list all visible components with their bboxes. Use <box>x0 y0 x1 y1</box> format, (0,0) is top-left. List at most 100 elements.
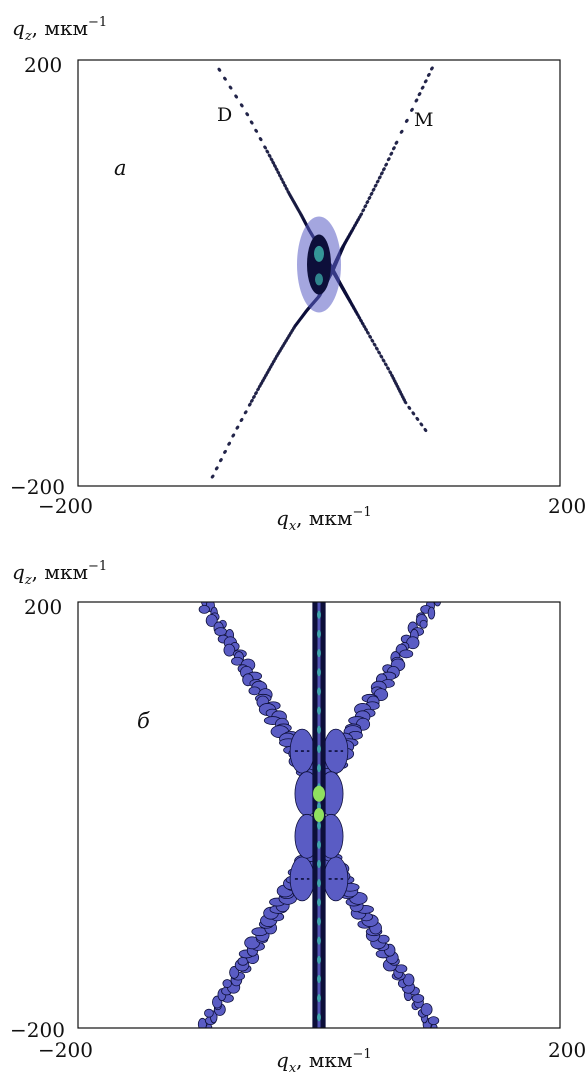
series-M-point <box>361 208 366 213</box>
series-M-point <box>239 417 244 422</box>
series-M-point <box>254 391 258 396</box>
panel-b-arm-1-blob <box>434 602 441 607</box>
series-M-point <box>386 157 391 162</box>
panel-a-center-core <box>307 234 331 295</box>
series-M-point <box>219 458 223 463</box>
panel-b-band-spot <box>317 649 321 658</box>
series-M-point <box>363 204 368 209</box>
series-D-point <box>283 183 287 188</box>
panel-a-ylabel: qz, мкм−1 <box>12 15 108 44</box>
panel-a-ytick-top: 200 <box>24 53 63 77</box>
series-D-point <box>234 94 239 99</box>
series-D-point <box>239 103 244 108</box>
series-M-point <box>417 92 422 97</box>
series-M-point <box>382 167 386 172</box>
series-M-point <box>420 85 425 90</box>
series-D-point <box>249 120 254 125</box>
series-M-point <box>247 402 252 407</box>
series-M-point <box>252 394 256 399</box>
series-M-point <box>414 98 419 103</box>
panel-a-xtick-left: −200 <box>38 494 93 518</box>
series-M-point <box>379 171 384 176</box>
panel-b-xlabel: qx, мкм−1 <box>276 1047 372 1076</box>
series-M-point <box>256 387 260 392</box>
series-D-point <box>386 366 390 371</box>
series-D-point <box>258 137 263 142</box>
panel-b-arm-0-blob <box>223 643 236 657</box>
panel-b-band-spot <box>317 936 321 945</box>
panel-b-xtick-left: −200 <box>38 1038 93 1062</box>
series-M-point <box>210 474 215 479</box>
panel-b-ytick-top: 200 <box>24 595 63 619</box>
annotation-m: M <box>414 109 434 131</box>
series-M-point <box>371 187 376 192</box>
series-D-point <box>379 354 384 359</box>
panel-a-ytick-bottom: −200 <box>10 475 65 499</box>
series-D-point <box>415 416 420 421</box>
series-D-point <box>273 164 277 169</box>
series-M-point <box>430 66 434 71</box>
series-D-point <box>265 149 270 154</box>
series-D-point <box>411 411 416 416</box>
series-M-point <box>250 398 254 403</box>
series-D-point <box>423 427 428 432</box>
series-D-point <box>388 370 393 375</box>
panel-b-arm-2-blob <box>204 1008 214 1018</box>
panel-b-arm-3-blob <box>402 973 415 987</box>
panel-b-arm-0-blob <box>198 605 210 614</box>
series-M-point <box>223 449 227 454</box>
series-M-point <box>410 107 414 112</box>
panel-b-band-spot <box>317 917 321 926</box>
series-M-point <box>373 183 378 188</box>
panel-b-letter: б <box>137 709 150 733</box>
series-D-point <box>223 76 227 81</box>
series-D-point <box>374 346 379 351</box>
series-D-point <box>403 400 408 405</box>
panel-a-frame <box>77 59 561 487</box>
series-D-point <box>267 153 272 158</box>
series-D-point <box>217 67 222 72</box>
series-M-point <box>426 72 431 77</box>
series-D-point <box>276 170 281 175</box>
panel-b-band-spot <box>317 975 321 984</box>
panel-b-band-spot <box>317 706 321 715</box>
panel-b-arm-2-blob <box>197 1017 207 1028</box>
panel-b-ylabel: qz, мкм−1 <box>12 559 108 588</box>
series-D-point <box>278 173 282 178</box>
panel-b-band-spot <box>317 610 321 619</box>
series-D-point <box>419 422 424 427</box>
panel-b-arm-3-blob <box>420 1003 433 1016</box>
series-M-point <box>359 212 364 217</box>
series-D-point <box>279 177 284 182</box>
panel-b-band-spot <box>317 879 321 888</box>
panel-b-band-spot <box>317 821 321 830</box>
panel-b-arm-0-blob <box>205 614 218 627</box>
panel-b-arm-1-blob <box>419 619 428 629</box>
panel-b-band-spot <box>317 725 321 734</box>
series-D-point <box>245 112 250 117</box>
series-D-point <box>366 330 370 335</box>
panel-b-band-spot <box>317 898 321 907</box>
series-M-point <box>243 410 248 415</box>
panel-b-center-hot <box>313 785 325 802</box>
panel-a-center-hot <box>314 245 324 262</box>
panel-b-band-spot <box>317 629 321 638</box>
series-M-point <box>365 200 370 205</box>
series-M-point <box>384 162 388 167</box>
series-D-point <box>269 157 274 162</box>
series-M-point <box>404 118 409 123</box>
panel-b-arm-0-blob <box>214 627 227 637</box>
panel-b-plot <box>197 602 441 1028</box>
panel-b-arm-1-blob <box>427 606 436 620</box>
series-M-point <box>399 129 404 134</box>
series-D-point <box>228 85 233 90</box>
panel-b-band-spot <box>317 764 321 773</box>
series-D-point <box>281 180 286 185</box>
series-M-point <box>423 79 428 84</box>
series-D-point <box>407 405 412 410</box>
panel-b-frame <box>77 601 561 1029</box>
series-M-point <box>227 441 231 446</box>
series-M-point <box>377 175 382 180</box>
series-D-point <box>381 358 386 363</box>
series-D-point <box>271 160 276 165</box>
